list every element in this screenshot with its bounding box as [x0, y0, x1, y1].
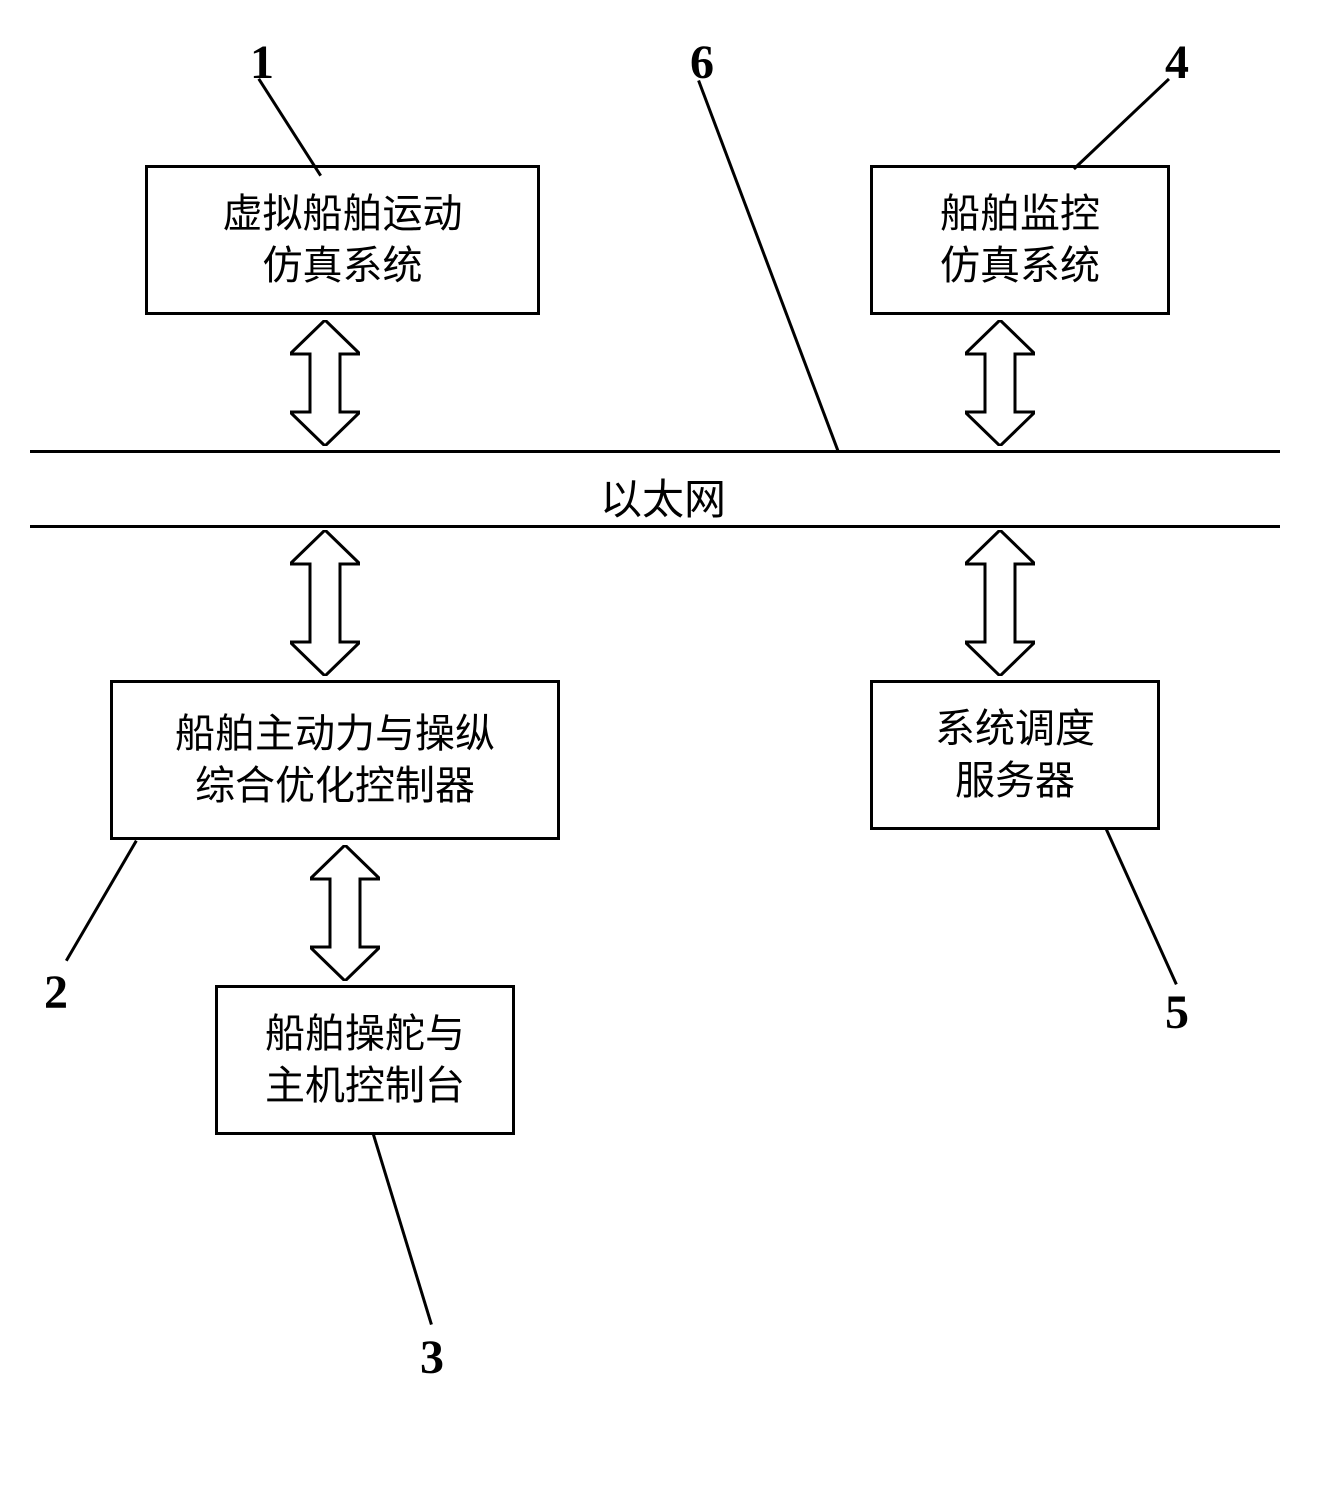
- box-b2-line1: 船舶主动力与操纵: [175, 708, 495, 760]
- box-b2-line2: 综合优化控制器: [175, 760, 495, 812]
- double-arrow-b4-bus: [965, 320, 1035, 451]
- double-arrow-b2-b3: [310, 845, 380, 986]
- box-b4-line2: 仿真系统: [940, 240, 1100, 292]
- box-b5-line2: 服务器: [935, 755, 1095, 807]
- callout-number-2: 2: [44, 965, 68, 1020]
- double-arrow-bus-b2: [290, 530, 360, 681]
- ethernet-bus-line-top: [30, 450, 1280, 453]
- box-b5-line1: 系统调度: [935, 703, 1095, 755]
- box-steering-host-console: 船舶操舵与 主机控制台: [215, 985, 515, 1135]
- leader-line-2: [65, 840, 138, 962]
- box-system-dispatch-server: 系统调度 服务器: [870, 680, 1160, 830]
- ethernet-label: 以太网: [600, 466, 726, 527]
- double-arrow-bus-b5: [965, 530, 1035, 681]
- box-b3-line2: 主机控制台: [265, 1060, 465, 1112]
- callout-number-3: 3: [420, 1330, 444, 1385]
- callout-number-4: 4: [1165, 35, 1189, 90]
- box-b3-line1: 船舶操舵与: [265, 1008, 465, 1060]
- box-ship-propulsion-controller: 船舶主动力与操纵 综合优化控制器: [110, 680, 560, 840]
- leader-line-6: [697, 80, 840, 453]
- box-b1-line2: 仿真系统: [223, 240, 463, 292]
- callout-number-5: 5: [1165, 985, 1189, 1040]
- leader-line-5: [1105, 829, 1178, 985]
- leader-line-3: [372, 1134, 433, 1325]
- leader-line-1: [257, 78, 322, 177]
- box-virtual-ship-motion-sim: 虚拟船舶运动 仿真系统: [145, 165, 540, 315]
- leader-line-4: [1073, 78, 1170, 170]
- box-b4-line1: 船舶监控: [940, 188, 1100, 240]
- box-b1-line1: 虚拟船舶运动: [223, 188, 463, 240]
- box-ship-monitoring-sim: 船舶监控 仿真系统: [870, 165, 1170, 315]
- callout-number-6: 6: [690, 35, 714, 90]
- double-arrow-b1-bus: [290, 320, 360, 451]
